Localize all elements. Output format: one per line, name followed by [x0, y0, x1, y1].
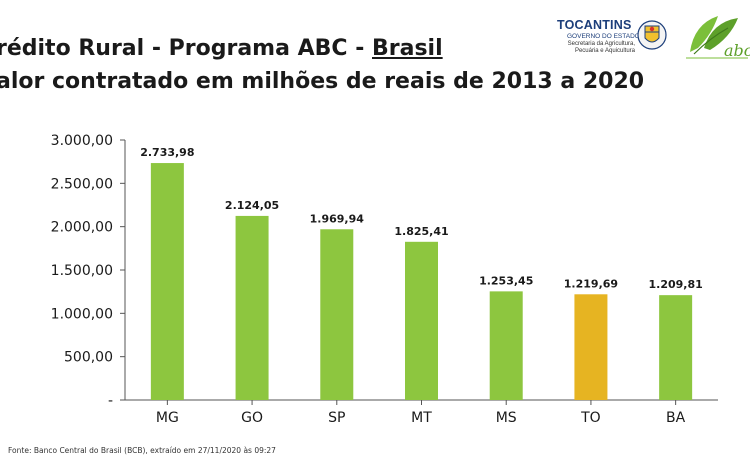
y-tick-label: -: [108, 393, 113, 409]
data-label: 1.209,81: [649, 278, 703, 291]
bar-mt: [405, 241, 438, 400]
data-label: 1.253,45: [479, 274, 533, 287]
y-tick-label: 1.500,00: [51, 263, 113, 279]
chart-subtitle: alor contratado em milhões de reais de 2…: [0, 69, 645, 94]
y-tick-label: 3.000,00: [51, 133, 113, 149]
y-tick-label: 2.000,00: [51, 220, 113, 236]
chart-title: rédito Rural - Programa ABC - Brasil: [0, 36, 443, 61]
data-label: 1.969,94: [310, 212, 365, 225]
tocantins-name: TOCANTINS: [557, 18, 632, 32]
chart-title-underlined: Brasil: [372, 36, 443, 61]
x-tick-label: SP: [328, 410, 345, 426]
y-tick-label: 500,00: [64, 350, 113, 366]
x-tick-label: MS: [496, 410, 517, 426]
x-tick-label: GO: [241, 410, 263, 426]
data-label: 1.219,69: [564, 277, 618, 290]
tocantins-gov: GOVERNO DO ESTADO: [567, 33, 640, 40]
bar-ms: [489, 291, 523, 400]
data-label: 2.124,05: [225, 199, 279, 212]
coat-of-arms-icon: [637, 20, 667, 50]
bar-go: [235, 215, 269, 400]
y-tick-label: 1.000,00: [51, 306, 113, 322]
bar-chart: - 500,00 1.000,00 1.500,00 2.000,00 2.500,00 3…: [51, 133, 718, 426]
tocantins-logo: TOCANTINS GOVERNO DO ESTADO Secretaria d…: [557, 16, 669, 60]
data-label: 2.733,98: [140, 146, 194, 159]
bar-sp: [320, 229, 354, 400]
abc-leaf-icon: abc: [686, 16, 753, 60]
abc-text: abc: [724, 41, 750, 60]
x-tick-label: MT: [411, 410, 432, 426]
bar-ba: [659, 295, 693, 400]
bar-mg: [150, 163, 184, 400]
abc-logo: abc: [684, 8, 753, 64]
tocantins-secretaria: Secretaria da Agricultura, Pecuária e Aq…: [567, 41, 635, 54]
bar-to: [574, 294, 608, 400]
x-tick-label: TO: [580, 410, 601, 426]
data-label: 1.825,41: [394, 225, 448, 238]
x-tick-label: BA: [666, 410, 686, 426]
source-footnote: Fonte: Banco Central do Brasil (BCB), ex…: [8, 446, 276, 455]
x-tick-label: MG: [156, 410, 179, 426]
chart-title-text: rédito Rural - Programa ABC -: [0, 36, 372, 61]
y-tick-label: 2.500,00: [51, 176, 113, 192]
